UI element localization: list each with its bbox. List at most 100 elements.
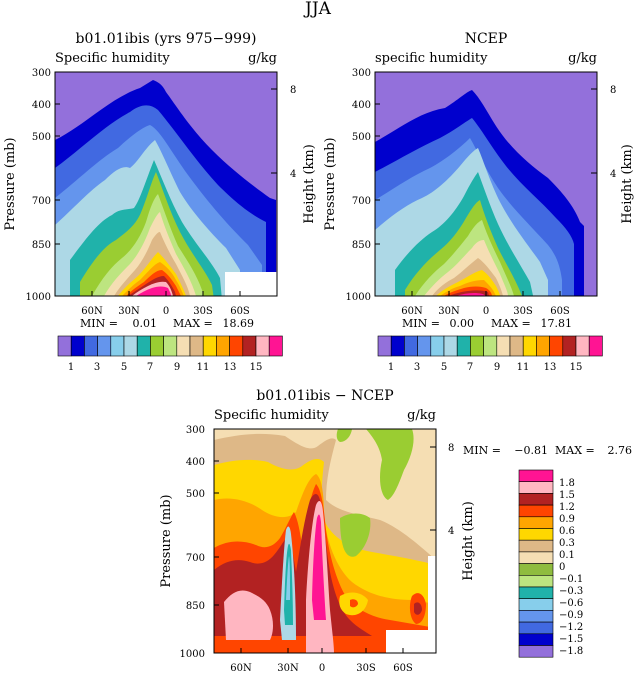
- legend-swatch: [268, 335, 283, 357]
- y-tick-label: 700: [352, 196, 371, 207]
- legend-swatch: [549, 335, 564, 357]
- y-tick-label: 300: [32, 68, 51, 79]
- legend-swatch: [57, 335, 72, 357]
- y-axis-label-right: Height (km): [461, 501, 476, 581]
- panel-title: NCEP: [465, 31, 508, 47]
- legend-label: 0.3: [559, 538, 575, 549]
- stat-min-value: 0.01: [133, 317, 158, 330]
- legend-label: −0.3: [559, 586, 583, 597]
- panel-units: g/kg: [568, 51, 597, 66]
- legend-swatch: [456, 335, 471, 357]
- contour-band: [286, 556, 290, 600]
- y-ticks-right: [271, 88, 277, 174]
- panel-title: b01.01ibis − NCEP: [256, 388, 393, 404]
- legend-swatch: [189, 335, 204, 357]
- legend-swatch: [575, 335, 590, 357]
- stat-max-value: 18.69: [223, 317, 255, 330]
- x-tick-label: 60N: [401, 306, 423, 317]
- y-tick-label-right: 8: [610, 85, 616, 96]
- stat-max-label: MAX =: [491, 317, 531, 330]
- legend-swatch: [176, 335, 191, 357]
- contour-band: [136, 286, 171, 296]
- y-axis-label-right: Height (km): [620, 144, 635, 224]
- legend-label: 7: [467, 362, 473, 373]
- legend-swatch: [84, 335, 98, 357]
- contour-band: [350, 599, 358, 608]
- x-tick-label: 60N: [230, 663, 252, 673]
- legend-label: 0: [559, 562, 565, 573]
- legend-swatch: [518, 610, 554, 623]
- y-tick-label: 500: [186, 489, 205, 500]
- legend-label: 9: [174, 362, 180, 373]
- axes-frame: [54, 71, 278, 297]
- x-tick-label: 30N: [118, 306, 140, 317]
- contour-band: [312, 514, 326, 620]
- plot-area: [55, 72, 277, 296]
- legend-swatch: [123, 335, 138, 357]
- y-tick-label: 300: [352, 68, 371, 79]
- y-ticks-left: [55, 71, 60, 297]
- legend-label: 9: [494, 362, 500, 373]
- legend-label: 15: [250, 362, 263, 373]
- legend-swatch: [483, 335, 498, 357]
- legend-swatch: [518, 574, 554, 588]
- x-ticks: [91, 291, 241, 296]
- panel-units: g/kg: [248, 51, 277, 66]
- y-tick-label: 500: [32, 132, 51, 143]
- page-title: JJA: [303, 0, 332, 19]
- x-tick-label: 60S: [393, 663, 413, 673]
- x-tick-label: 30N: [438, 306, 460, 317]
- y-tick-label-right: 4: [610, 169, 616, 180]
- legend-swatch: [430, 335, 445, 357]
- y-axis-label: Pressure (mb): [323, 137, 338, 230]
- legend-label: 3: [414, 362, 420, 373]
- y-tick-label: 850: [186, 601, 205, 612]
- contour-band: [236, 611, 259, 631]
- legend-swatch: [377, 335, 392, 357]
- legend-swatch: [518, 516, 554, 529]
- legend-swatch: [522, 335, 537, 357]
- panel-title: b01.01ibis (yrs 975−999): [76, 31, 257, 47]
- y-ticks-right: [430, 446, 436, 531]
- contour-band: [340, 513, 371, 557]
- legend-swatch: [163, 335, 178, 357]
- y-tick-label: 700: [32, 196, 51, 207]
- legend-label: 1: [68, 362, 74, 373]
- panel-difference: b01.01ibis − NCEP Specific humidity g/kg: [159, 388, 632, 673]
- legend-swatch: [509, 335, 524, 357]
- y-axis-label: Pressure (mb): [3, 137, 18, 230]
- legend-swatch: [390, 335, 405, 357]
- legend-swatch: [136, 335, 151, 357]
- y-tick-label-right: 8: [290, 85, 296, 96]
- x-tick-label: 0: [319, 663, 325, 673]
- x-tick-label: 30N: [277, 663, 299, 673]
- legend-label: −1.5: [559, 634, 583, 645]
- legend-swatch: [518, 598, 554, 611]
- x-ticks: [240, 648, 404, 653]
- colorbar: [518, 469, 554, 658]
- panel-model: b01.01ibis (yrs 975−999) Specific humidi…: [3, 31, 317, 373]
- y-tick-label: 1000: [346, 292, 371, 303]
- contour-band: [456, 293, 486, 296]
- x-tick-label: 0: [483, 306, 489, 317]
- legend-swatch: [255, 335, 270, 357]
- colorbar: [57, 335, 283, 357]
- legend-label: 11: [197, 362, 210, 373]
- x-tick-label: 60S: [230, 306, 250, 317]
- legend-swatch: [216, 335, 230, 357]
- legend-label: 5: [441, 362, 447, 373]
- y-tick-label-right: 4: [448, 526, 454, 537]
- y-ticks-left: [375, 71, 380, 297]
- stat-max-value: 2.76: [608, 444, 633, 457]
- legend-swatch: [417, 335, 432, 357]
- y-tick-label: 1000: [180, 649, 205, 660]
- legend-swatch: [202, 335, 217, 357]
- contour-band: [336, 429, 352, 442]
- legend-swatch: [70, 335, 85, 357]
- x-tick-label: 30S: [513, 306, 533, 317]
- legend-label: −0.6: [559, 598, 583, 609]
- y-tick-label: 1000: [26, 292, 51, 303]
- legend-label: 0.9: [559, 514, 575, 525]
- plot-area: [375, 72, 597, 296]
